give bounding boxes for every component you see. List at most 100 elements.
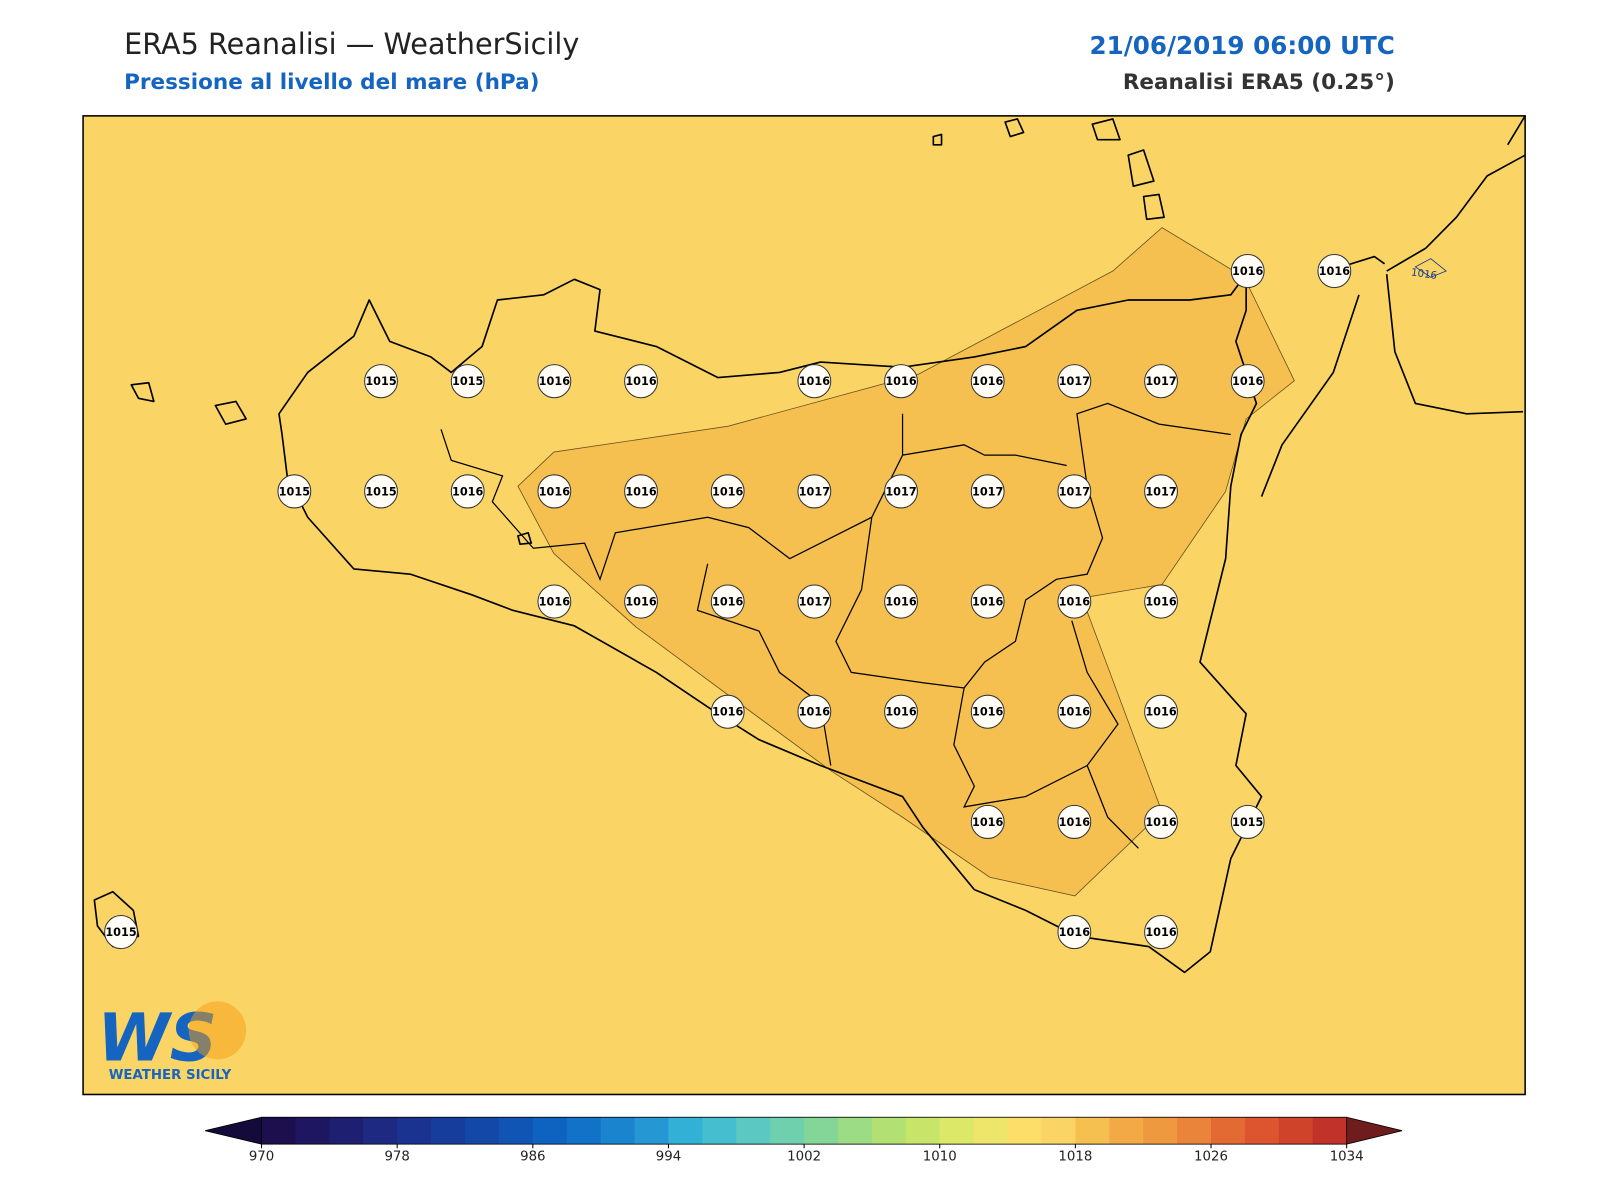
colorbar-tick-label: 1002 [787, 1150, 821, 1165]
station-marker [450, 474, 485, 509]
station-marker [797, 584, 832, 619]
station-marker [1057, 474, 1092, 509]
colorbar-tick-label: 978 [384, 1150, 409, 1165]
station-marker [1230, 253, 1265, 289]
station-marker [624, 584, 658, 619]
colorbar-tick-label: 986 [520, 1150, 545, 1165]
islands [93, 118, 1165, 948]
colorbar-bin [702, 1117, 737, 1145]
station: 1016 [1230, 253, 1265, 289]
contour-label: 1016 [1410, 258, 1447, 282]
station-marker [884, 364, 918, 399]
station-value: 1016 [1059, 815, 1091, 829]
station-marker [1230, 364, 1265, 399]
station-marker [1057, 694, 1092, 729]
logo-sun [188, 1001, 247, 1060]
station-marker [1230, 804, 1265, 839]
station-value: 1016 [539, 484, 571, 498]
colorbar-bin [871, 1117, 907, 1145]
station: 1016 [970, 364, 1005, 399]
station-value: 1015 [365, 374, 397, 388]
station-value: 1016 [1145, 925, 1177, 939]
calabria-coast [1260, 115, 1526, 497]
colorbar-bin [1075, 1117, 1110, 1145]
station-value: 1016 [885, 705, 917, 719]
station-value: 1016 [1232, 264, 1264, 278]
colorbar-bin [1211, 1117, 1246, 1145]
station-marker [277, 474, 312, 509]
logo-name: WEATHER SICILY [109, 1068, 232, 1083]
colorbar-over [1346, 1116, 1403, 1145]
colorbar-bin [566, 1117, 602, 1145]
station-value: 1016 [625, 374, 657, 388]
station-marker [1144, 474, 1178, 509]
station: 1016 [1057, 694, 1092, 729]
station-value: 1016 [1145, 595, 1177, 609]
station: 1016 [537, 474, 572, 509]
stations: 1016 1016 1015 1015 1016 1016 1016 1016 1016 1017… [104, 253, 1352, 950]
station: 1015 [364, 474, 398, 509]
colorbar-tick-label: 1010 [923, 1150, 957, 1165]
colorbar-under [205, 1116, 262, 1145]
station-marker [624, 364, 658, 399]
station-value: 1016 [972, 374, 1004, 388]
colorbar-bin [1041, 1117, 1076, 1145]
colorbar-bin [600, 1117, 636, 1145]
station: 1016 [1057, 915, 1092, 950]
station-marker [884, 584, 918, 619]
station-marker [1057, 364, 1092, 399]
contour-value: 1016 [1410, 266, 1438, 282]
station-marker [710, 474, 745, 509]
station-marker [970, 364, 1005, 399]
station-value: 1016 [972, 595, 1004, 609]
colorbar-bin [465, 1117, 500, 1145]
station: 1016 [1230, 364, 1265, 399]
station: 1017 [970, 474, 1005, 509]
station-marker [537, 474, 572, 509]
station-marker [537, 584, 572, 619]
station: 1017 [884, 474, 918, 509]
station-value: 1016 [885, 374, 917, 388]
datetime: 21/06/2019 06:00 UTC [1090, 31, 1395, 60]
station: 1015 [364, 364, 398, 399]
colorbar-bin [668, 1117, 703, 1145]
station-marker [1144, 364, 1178, 399]
station-value: 1016 [625, 595, 657, 609]
colorbar-bin [905, 1117, 941, 1145]
colorbar-bin [939, 1117, 975, 1145]
colorbar-tick-label: 970 [249, 1150, 274, 1165]
station: 1016 [970, 694, 1005, 729]
colorbar-bin [1244, 1117, 1280, 1145]
station: 1017 [1144, 364, 1178, 399]
station-value: 1017 [1145, 374, 1176, 388]
colorbar-bin [532, 1117, 568, 1145]
station: 1016 [1144, 915, 1178, 950]
station: 1015 [104, 915, 138, 950]
station: 1016 [970, 804, 1005, 839]
station-marker [797, 694, 832, 729]
station-value: 1017 [799, 595, 830, 609]
station: 1016 [1057, 584, 1092, 619]
station-value: 1016 [539, 595, 571, 609]
station-marker [364, 474, 398, 509]
station: 1016 [710, 584, 745, 619]
station: 1016 [450, 474, 485, 509]
colorbar-bin [431, 1117, 466, 1145]
colorbar-bin [261, 1117, 296, 1145]
pressure-area [517, 227, 1295, 897]
colorbar-tick-label: 994 [656, 1150, 681, 1165]
station-value: 1015 [279, 484, 311, 498]
station-marker [797, 364, 832, 399]
station-value: 1016 [1059, 595, 1091, 609]
station-value: 1017 [972, 484, 1003, 498]
colorbar-bin [498, 1117, 534, 1145]
colorbar-bin [1177, 1117, 1212, 1145]
station: 1016 [1317, 253, 1352, 289]
colorbar-bin [397, 1117, 432, 1145]
contour-line [1414, 258, 1447, 278]
station-marker [884, 694, 918, 729]
station-marker [1144, 915, 1178, 950]
colorbar-tick-label: 1034 [1330, 1150, 1364, 1165]
station-marker [970, 694, 1005, 729]
